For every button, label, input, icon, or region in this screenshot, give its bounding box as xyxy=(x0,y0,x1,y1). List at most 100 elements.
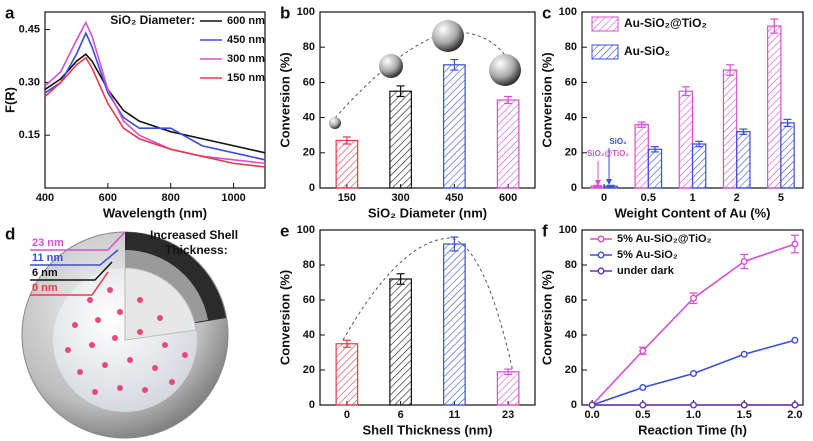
x-tick-label: 11 xyxy=(449,409,461,421)
x-tick-label: 6 xyxy=(398,409,404,421)
panel-label: c xyxy=(542,3,551,22)
y-axis-title: Conversion (%) xyxy=(539,52,554,147)
y-axis-title: Conversion (%) xyxy=(539,270,554,365)
x-tick-label: 1000 xyxy=(221,192,245,204)
y-tick-label: 0.45 xyxy=(19,24,40,36)
y-tick-label: 60 xyxy=(565,294,577,306)
bar xyxy=(443,64,466,189)
legend-marker xyxy=(597,251,605,259)
bar xyxy=(678,90,694,189)
panel-label: f xyxy=(542,221,548,240)
x-tick-label: 1 xyxy=(689,192,695,204)
y-axis-title: Conversion (%) xyxy=(277,52,292,147)
bar xyxy=(443,243,466,406)
x-tick-label: 0.0 xyxy=(584,409,599,421)
shell-label: 0 nm xyxy=(32,282,58,294)
point xyxy=(791,240,799,248)
y-tick-label: 40 xyxy=(565,112,577,124)
shell-label: 23 nm xyxy=(32,237,64,249)
y-axis-title: Conversion (%) xyxy=(277,270,292,365)
legend-swatch xyxy=(591,44,619,60)
illustration-title: Increased Shell xyxy=(150,228,238,242)
y-tick-label: 80 xyxy=(565,41,577,53)
x-tick-label: 1.5 xyxy=(737,409,752,421)
x-tick-label: 1.0 xyxy=(686,409,701,421)
y-tick-label: 100 xyxy=(297,224,315,236)
y-tick-label: 0.15 xyxy=(19,129,40,141)
shell-label: 6 nm xyxy=(32,267,58,279)
point xyxy=(690,370,698,378)
panel-label: b xyxy=(280,3,290,22)
legend-swatch xyxy=(591,16,619,32)
y-tick-label: 60 xyxy=(565,76,577,88)
point xyxy=(639,384,647,392)
series-line xyxy=(44,56,266,168)
y-tick-label: 20 xyxy=(565,364,577,376)
bar xyxy=(647,148,663,189)
y-tick-label: 80 xyxy=(565,259,577,271)
annotation: SiO₂ xyxy=(609,137,627,146)
x-tick-label: 150 xyxy=(338,192,356,204)
x-axis-title: SiO₂ Diameter (nm) xyxy=(368,205,487,220)
legend-marker xyxy=(597,235,605,243)
point xyxy=(690,401,698,409)
y-tick-label: 20 xyxy=(303,364,315,376)
y-tick-label: 0 xyxy=(571,399,577,411)
y-tick-label: 100 xyxy=(559,224,577,236)
x-tick-label: 600 xyxy=(499,192,517,204)
point xyxy=(588,401,596,409)
bar xyxy=(389,90,412,189)
panel-label: e xyxy=(280,221,289,240)
x-axis-title: Weight Content of Au (%) xyxy=(615,205,771,220)
legend-marker xyxy=(597,267,605,275)
bar xyxy=(691,143,707,189)
bar xyxy=(767,25,782,189)
x-axis-title: Reaction Time (h) xyxy=(638,422,747,437)
annotations: SiO₂@TiO₂ SiO₂ xyxy=(587,137,629,186)
y-tick-label: 40 xyxy=(303,112,315,124)
y-tick-label: 80 xyxy=(303,41,315,53)
y-tick-label: 60 xyxy=(303,294,315,306)
trend-curve xyxy=(342,237,514,373)
shell-label: 11 nm xyxy=(32,252,63,264)
point xyxy=(639,401,647,409)
annotation: SiO₂@TiO₂ xyxy=(587,149,629,158)
point xyxy=(740,401,748,409)
point xyxy=(639,347,647,355)
bar xyxy=(335,139,359,189)
plot-frame xyxy=(319,11,536,189)
x-tick-label: 300 xyxy=(391,192,409,204)
legend-label: Au-SiO₂ xyxy=(624,44,670,58)
x-tick-label: 600 xyxy=(99,192,117,204)
legend-title: SiO₂ Diameter: xyxy=(110,13,195,27)
x-tick-label: 800 xyxy=(162,192,180,204)
bar xyxy=(780,122,795,189)
bar xyxy=(496,99,520,189)
illustration-title: Thickness: xyxy=(165,243,228,257)
x-axis-title: Shell Thickness (nm) xyxy=(362,422,492,437)
legend-label: 600 nm xyxy=(227,15,265,27)
core-shell-illustration: d Increased Shell Thickness: 23 nm 11 nm… xyxy=(5,224,238,439)
x-tick-label: 2.0 xyxy=(787,409,802,421)
x-axis-title: Wavelength (nm) xyxy=(103,205,207,220)
bar xyxy=(335,343,359,406)
y-tick-label: 100 xyxy=(559,6,577,18)
y-tick-label: 0 xyxy=(309,182,315,194)
y-tick-label: 20 xyxy=(565,147,577,159)
y-tick-label: 100 xyxy=(297,6,315,18)
bar xyxy=(736,131,751,189)
x-tick-label: 0 xyxy=(601,192,607,204)
series-line xyxy=(44,53,266,154)
point xyxy=(690,294,698,302)
y-tick-label: 20 xyxy=(303,147,315,159)
legend-label: Au-SiO₂@TiO₂ xyxy=(624,16,707,30)
x-tick-label: 0.5 xyxy=(635,409,650,421)
y-tick-label: 60 xyxy=(303,76,315,88)
legend-label: 150 nm xyxy=(227,72,265,84)
bar xyxy=(496,371,520,406)
x-tick-label: 400 xyxy=(36,192,54,204)
point xyxy=(791,401,799,409)
x-tick-label: 0.5 xyxy=(641,192,656,204)
point xyxy=(740,258,748,266)
